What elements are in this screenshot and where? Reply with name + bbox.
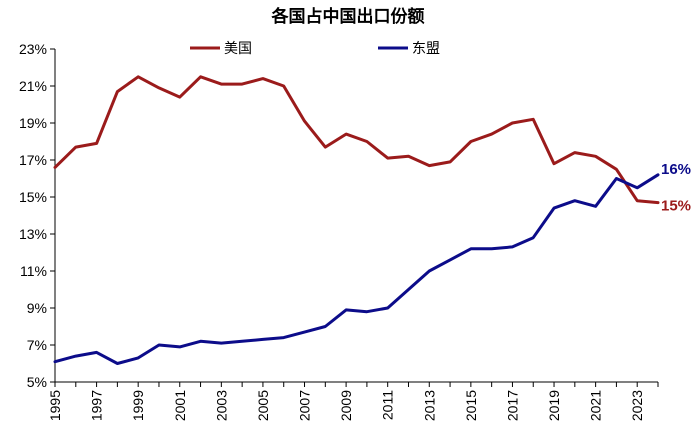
y-tick-label: 15% [19, 189, 47, 205]
x-tick-label: 2001 [172, 390, 188, 421]
x-tick-label: 2011 [380, 390, 396, 420]
legend-label: 美国 [224, 41, 252, 57]
axes: 5% 7% 9% 11% 13% 15% 17% 19% 21% 23% 1995 1997 1999 2… [19, 41, 659, 421]
series-line-1 [53, 173, 660, 365]
y-tick-label: 5% [27, 374, 47, 390]
x-tick-label: 2019 [546, 390, 562, 421]
y-tick-label: 17% [19, 152, 47, 168]
x-tick-label: 1999 [130, 390, 146, 421]
chart-title: 各国占中国出口份额 [271, 6, 425, 27]
x-tick-label: 1995 [47, 390, 63, 421]
series-line-0 [53, 75, 660, 205]
x-tick-label: 2017 [504, 390, 520, 421]
y-tick-label: 21% [19, 78, 47, 94]
y-tick-label: 23% [19, 41, 47, 57]
y-tick-label: 9% [27, 300, 47, 316]
x-tick-label: 2009 [338, 390, 354, 421]
y-tick-label: 13% [19, 226, 47, 242]
legend-label: 东盟 [412, 41, 440, 57]
series-end-label: 15% [661, 198, 691, 215]
y-tick-label: 7% [27, 337, 47, 353]
x-tick-label: 2023 [629, 390, 645, 421]
x-tick-label: 2007 [297, 390, 313, 421]
y-tick-label: 19% [19, 115, 47, 131]
x-tick-label: 2021 [588, 390, 604, 421]
series-end-label: 16% [661, 161, 691, 178]
x-tick-label: 1997 [89, 390, 105, 421]
x-tick-label: 2013 [421, 390, 437, 421]
x-tick-label: 2005 [255, 390, 271, 421]
x-tick-label: 2015 [463, 390, 479, 421]
series-layer [53, 75, 660, 365]
legend: 美国 东盟 [190, 41, 440, 57]
x-tick-label: 2003 [213, 390, 229, 421]
end-labels: 15% 16% [661, 161, 691, 215]
y-tick-label: 11% [20, 263, 47, 279]
